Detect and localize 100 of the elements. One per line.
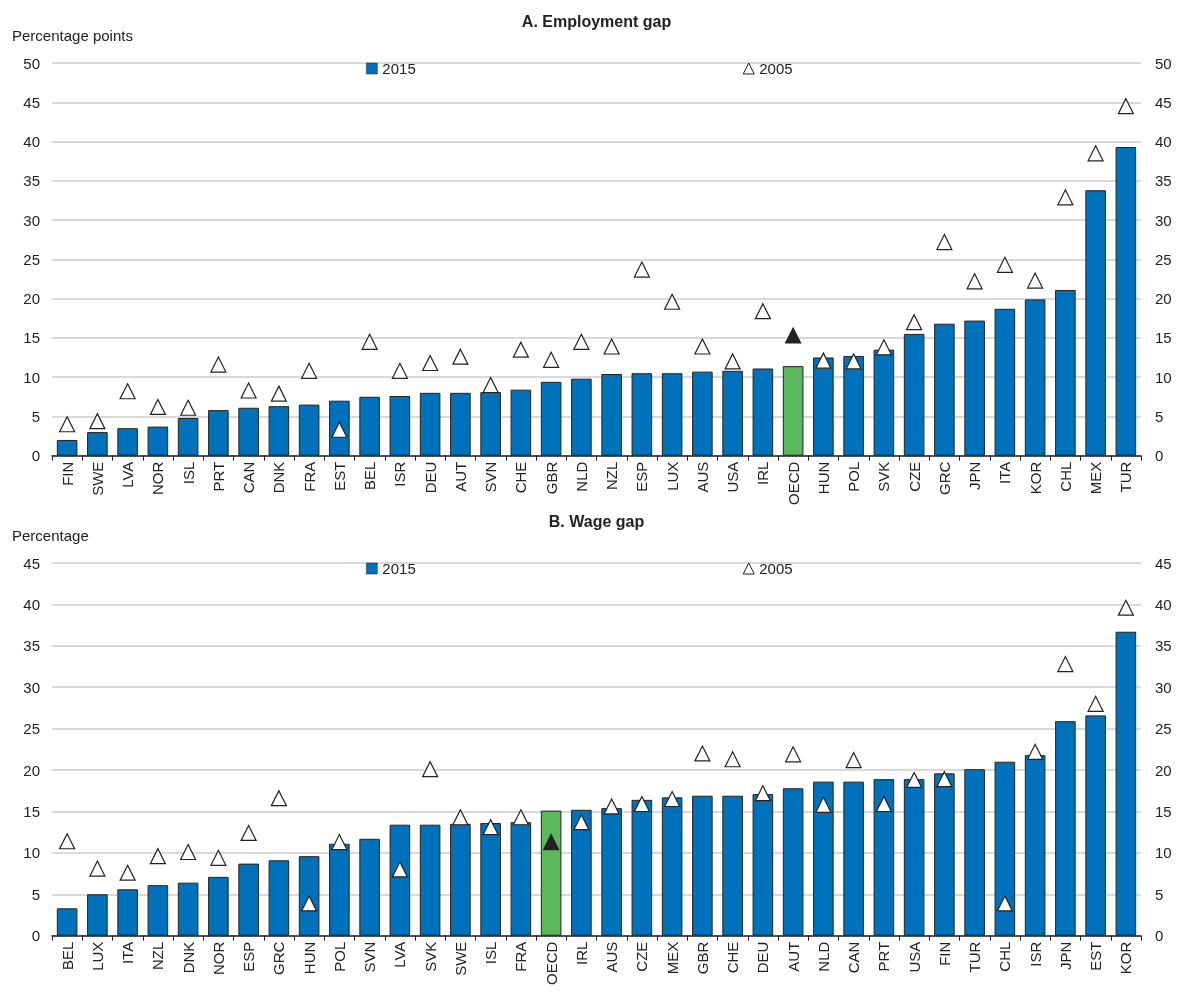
point [875,795,892,813]
y2-tick-label: 30 [1155,211,1172,229]
point [391,362,408,379]
point [906,771,923,789]
legend-label: 2005 [759,560,793,577]
point [1117,599,1134,616]
point [1087,145,1104,162]
point [936,233,953,251]
point [573,333,590,350]
x-tick-label: KOR [1117,941,1135,975]
x-tick-label: LVA [391,941,409,968]
y-axis-title: Percentage points [12,27,133,44]
point [180,399,197,416]
point [1117,98,1134,115]
x-tick-label: AUS [693,461,711,493]
point [694,338,711,355]
x-tick-label: FRA [300,461,318,492]
x-tick-label: CHE [724,941,742,974]
x-tick-label: SVK [875,461,893,492]
x-tick-label: TUR [1117,461,1135,493]
y2-tick-label: 50 [1155,54,1172,72]
point [452,348,469,365]
y-tick-label: 10 [23,844,40,862]
x-tick-label: USA [905,941,923,973]
point [603,338,620,355]
point [724,751,741,768]
x-tick-label: CHL [1056,461,1074,492]
x-tick-label: FIN [58,461,76,486]
point [785,746,802,763]
point [361,333,378,350]
x-tick-label: FRA [512,941,530,972]
y-tick-label: 5 [31,885,40,903]
point [664,293,681,310]
legend-label: 2015 [382,60,416,77]
x-tick-label: SVN [361,941,379,973]
x-tick-label: NOR [149,461,167,496]
y2-tick-label: 5 [1155,407,1164,425]
y2-tick-label: 35 [1155,172,1172,190]
legend-label: 2005 [759,60,793,77]
point [210,849,227,866]
x-tick-label: LVA [119,461,137,488]
x-tick-label: AUS [603,941,621,973]
point [664,790,681,808]
point [996,895,1013,912]
x-tick-label: DNK [179,941,197,974]
point [149,398,166,416]
point [1027,272,1044,289]
point [724,353,741,370]
x-tick-label: TUR [966,941,984,973]
y2-tick-label: 10 [1155,368,1172,386]
y-tick-label: 35 [23,172,40,190]
y-tick-label: 15 [23,802,40,820]
point [633,261,650,278]
x-tick-label: OECD [784,461,802,506]
y-tick-label: 20 [23,761,40,779]
y-tick-label: 0 [31,447,40,465]
y-tick-label: 40 [23,133,40,151]
x-tick-label: OECD [542,941,560,986]
x-tick-label: POL [330,941,348,972]
y-tick-label: 30 [23,211,40,229]
y2-tick-label: 0 [1155,447,1164,465]
y-tick-label: 15 [23,329,40,347]
y2-tick-label: 0 [1155,927,1164,945]
x-tick-label: CAN [240,461,258,494]
x-tick-label: MEX [663,941,681,975]
x-tick-label: SWE [88,461,106,496]
x-tick-label: CZE [633,941,651,972]
x-tick-label: MEX [1087,461,1105,495]
x-tick-label: GRC [270,941,288,976]
point [331,833,348,851]
x-tick-label: PRT [875,941,893,972]
x-tick-label: BEL [58,941,76,971]
x-tick-label: FIN [935,941,953,966]
point [875,339,892,356]
point [1057,189,1074,206]
x-tick-label: CHE [512,461,530,494]
point [119,383,136,400]
y2-tick-label: 45 [1155,554,1172,572]
x-tick-label: ISR [1026,941,1044,967]
point [573,814,590,831]
x-tick-label: SWE [451,941,469,976]
x-tick-label: CHL [996,941,1014,972]
x-tick-label: CZE [905,461,923,492]
point [270,385,287,402]
point [694,745,711,762]
x-tick-label: EST [330,461,348,491]
y2-tick-label: 35 [1155,637,1172,655]
x-tick-label: ISL [482,941,500,965]
y2-tick-label: 45 [1155,93,1172,111]
x-tick-label: SVN [482,461,500,493]
x-tick-label: LUX [88,941,106,971]
x-tick-label: ISR [391,461,409,487]
x-tick-label: ISL [179,461,197,485]
y2-tick-label: 10 [1155,844,1172,862]
point [1057,655,1074,673]
point [1087,695,1104,712]
point [936,771,953,788]
y-tick-label: 45 [23,554,40,572]
y2-tick-label: 25 [1155,250,1172,268]
x-tick-label: DEU [754,941,772,974]
